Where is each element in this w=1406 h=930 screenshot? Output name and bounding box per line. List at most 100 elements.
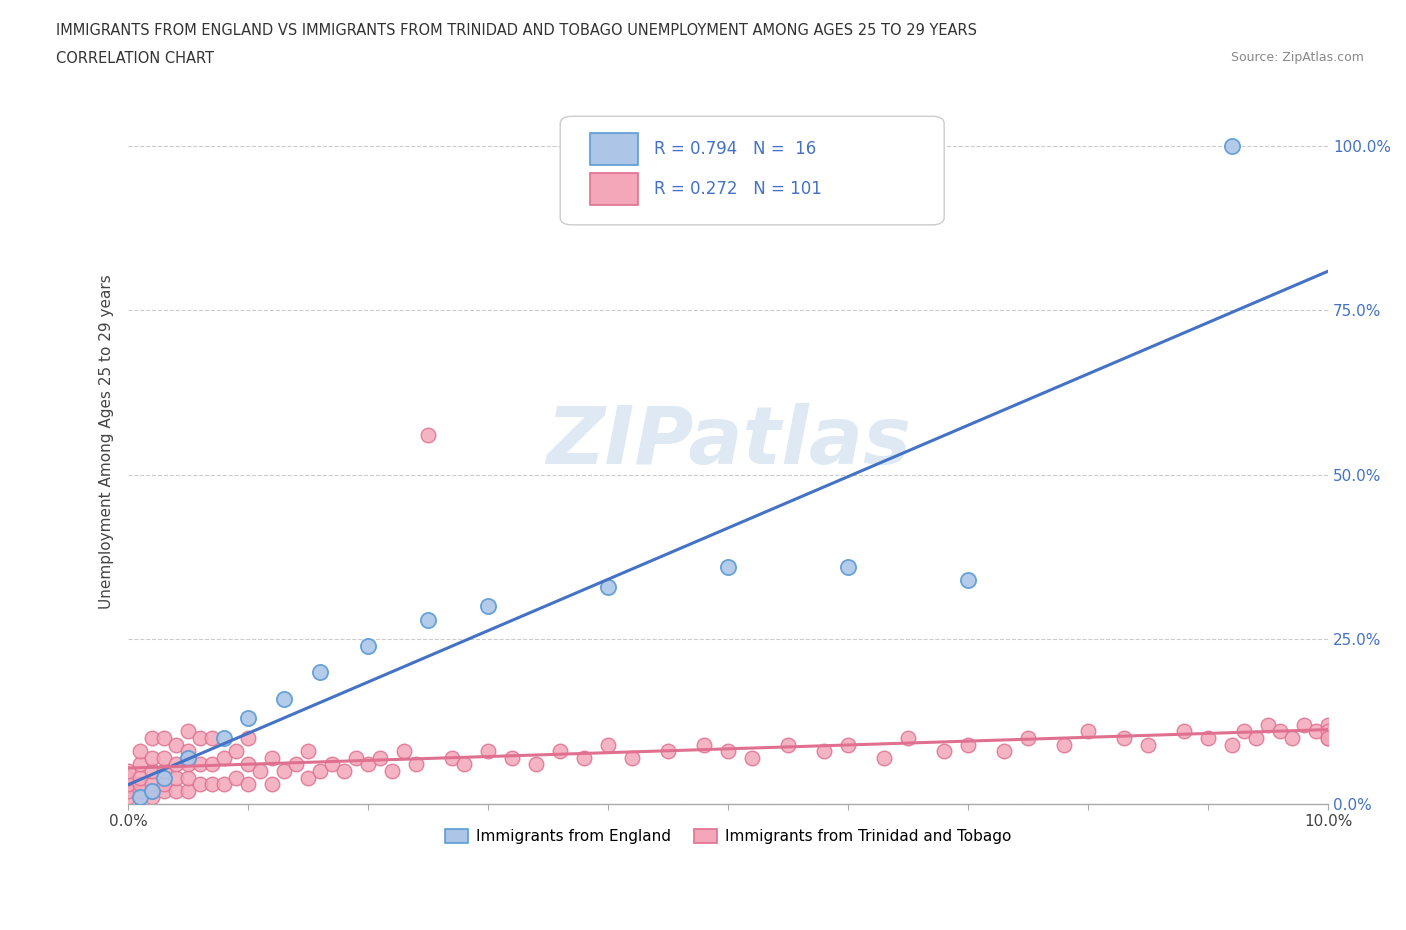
Point (309, 764, 332, 778)
Point (177, 724, 200, 739)
Point (993, 744, 1015, 759)
Point (1257, 717, 1279, 732)
Point (238, 711, 260, 725)
Point (1017, 731, 1039, 746)
Point (141, 751, 163, 765)
Point (117, 790, 139, 804)
Point (285, 757, 308, 772)
Point (188, 777, 211, 791)
Point (238, 731, 260, 746)
Point (141, 764, 163, 778)
Point (693, 737, 716, 752)
FancyBboxPatch shape (560, 116, 945, 225)
Point (813, 744, 835, 759)
Point (141, 790, 163, 804)
Point (368, 751, 391, 765)
Point (249, 764, 271, 778)
Point (1220, 139, 1243, 153)
Point (129, 777, 152, 791)
Point (453, 757, 475, 772)
Point (153, 783, 176, 798)
Bar (591, 173, 638, 205)
Point (357, 757, 380, 772)
Point (129, 770, 152, 785)
Point (741, 751, 763, 765)
Point (1317, 731, 1340, 746)
Point (141, 777, 163, 791)
Point (129, 783, 152, 798)
Point (1197, 731, 1219, 746)
Point (524, 757, 547, 772)
Point (297, 770, 319, 785)
Point (177, 770, 200, 785)
Point (1294, 717, 1316, 732)
Point (1233, 724, 1256, 739)
Legend: Immigrants from England, Immigrants from Trinidad and Tobago: Immigrants from England, Immigrants from… (440, 823, 1017, 850)
Point (957, 737, 980, 752)
Point (262, 751, 284, 765)
Point (574, 751, 596, 765)
Point (441, 751, 464, 765)
Point (262, 777, 284, 791)
Point (717, 744, 740, 759)
Point (177, 744, 200, 759)
Point (297, 744, 319, 759)
Point (357, 639, 380, 654)
Point (129, 790, 152, 804)
Point (201, 757, 224, 772)
Point (212, 777, 235, 791)
Point (418, 612, 440, 627)
Point (1114, 731, 1136, 746)
Point (117, 764, 139, 778)
Point (153, 770, 176, 785)
Point (837, 737, 859, 752)
Point (153, 764, 176, 778)
Point (477, 599, 499, 614)
Point (873, 751, 896, 765)
Point (177, 757, 200, 772)
Point (117, 783, 139, 798)
Point (238, 777, 260, 791)
Point (778, 737, 800, 752)
Point (477, 744, 499, 759)
Point (1317, 724, 1340, 739)
Text: CORRELATION CHART: CORRELATION CHART (56, 51, 214, 66)
Text: IMMIGRANTS FROM ENGLAND VS IMMIGRANTS FROM TRINIDAD AND TOBAGO UNEMPLOYMENT AMON: IMMIGRANTS FROM ENGLAND VS IMMIGRANTS FR… (56, 23, 977, 38)
Point (117, 770, 139, 785)
Point (501, 751, 523, 765)
Point (212, 731, 235, 746)
Point (165, 783, 187, 798)
Point (177, 751, 200, 765)
Point (117, 777, 139, 791)
Point (141, 783, 163, 798)
Point (153, 751, 176, 765)
Point (201, 777, 224, 791)
Point (1053, 737, 1076, 752)
Point (1077, 724, 1099, 739)
Point (1281, 731, 1303, 746)
Point (657, 744, 679, 759)
Point (129, 757, 152, 772)
Point (225, 770, 247, 785)
Point (1305, 724, 1327, 739)
Point (1137, 737, 1160, 752)
Point (188, 731, 211, 746)
Point (1244, 731, 1267, 746)
Point (934, 744, 956, 759)
Point (418, 428, 440, 443)
Point (333, 764, 356, 778)
Bar (591, 133, 638, 165)
Point (621, 751, 644, 765)
Point (1317, 731, 1340, 746)
Point (548, 744, 571, 759)
Point (598, 579, 620, 594)
Point (129, 744, 152, 759)
Point (177, 783, 200, 798)
Text: Source: ZipAtlas.com: Source: ZipAtlas.com (1230, 51, 1364, 64)
Point (309, 665, 332, 680)
Point (201, 731, 224, 746)
Point (381, 764, 404, 778)
Point (141, 731, 163, 746)
Point (238, 757, 260, 772)
Point (392, 744, 415, 759)
